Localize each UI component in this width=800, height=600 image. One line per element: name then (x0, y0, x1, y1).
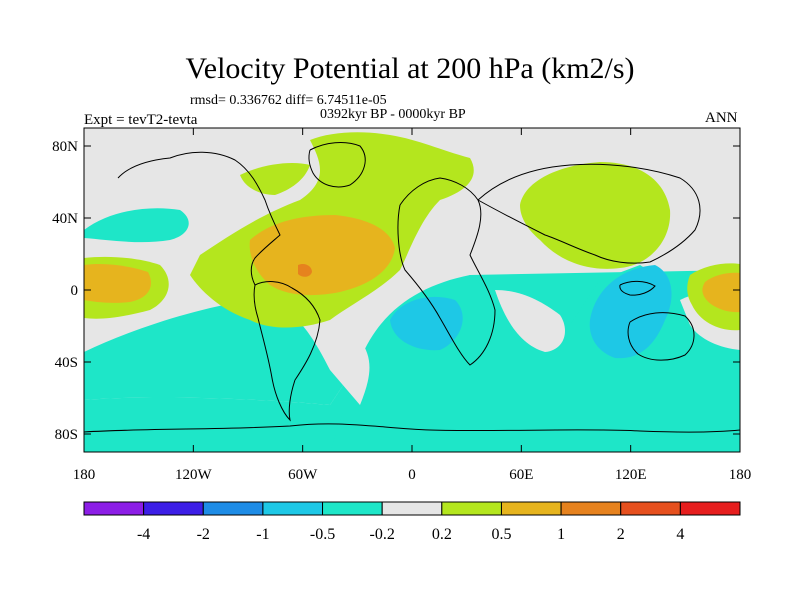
colorbar-swatch (441, 501, 502, 516)
colorbar-label: 0.5 (491, 526, 511, 543)
caribbean-max (298, 263, 312, 277)
colorbar-label: -0.2 (370, 526, 395, 543)
stats-text: rmsd= 0.336762 diff= 6.74511e-05 (190, 93, 387, 108)
colorbar-swatch (83, 501, 145, 516)
colorbar-swatch (202, 501, 264, 516)
lat-tick-label: 40S (55, 355, 78, 371)
colorbar-swatch (381, 501, 443, 516)
lon-tick-label: 0 (408, 467, 416, 483)
lon-tick-label: 60E (509, 467, 533, 483)
period-text: 0392kyr BP - 0000kyr BP (320, 107, 466, 122)
dateline-east-positive-core (702, 272, 740, 313)
lon-tick-label: 180 (73, 467, 96, 483)
north-america-coast (117, 151, 281, 286)
contour-fill-layer (84, 128, 740, 452)
colorbar-label: -1 (256, 526, 269, 543)
experiment-text: Expt = tevT2-tevta (84, 112, 198, 128)
season-text: ANN (705, 110, 738, 126)
colorbar-swatch (620, 501, 681, 516)
colorbar-swatch (143, 501, 204, 516)
asia-positive-region (520, 162, 671, 269)
colorbar-label: 0.2 (432, 526, 452, 543)
antarctica-coast (84, 423, 740, 433)
dateline-west-positive-core (84, 263, 151, 303)
colorbar-swatch (322, 501, 383, 516)
colorbar-swatch (679, 501, 741, 516)
indian-ocean-neutral-gap (495, 290, 565, 352)
coastlines (84, 142, 740, 433)
colorbar-label: -0.5 (310, 526, 335, 543)
axis-ticks: 80N 40N 0 40S 80S 180 120W 60W 0 60E 120E 180 (52, 128, 751, 483)
lon-tick-label: 120W (175, 467, 213, 483)
maritime-continent-coast (619, 280, 656, 296)
south-america-coast (253, 281, 321, 422)
colorbar-label: 1 (557, 526, 565, 543)
map-title: Velocity Potential at 200 hPa (km2/s) (185, 52, 635, 85)
lon-tick-label: 180 (729, 467, 752, 483)
europe-africa-coast (397, 177, 496, 366)
greenland-coast (308, 142, 366, 188)
colorbar-label: -4 (137, 526, 150, 543)
colorbar-swatch (262, 501, 324, 516)
lon-tick-label: 120E (615, 467, 647, 483)
north-pacific-negative-patch (84, 208, 189, 243)
lat-tick-label: 80S (55, 427, 78, 443)
south-atlantic-minimum (390, 296, 463, 351)
north-atlantic-rim (240, 163, 310, 195)
maritime-continent-minimum (589, 265, 672, 359)
lat-tick-label: 80N (52, 139, 78, 155)
colorbar-swatch (560, 501, 622, 516)
australia-coast (627, 312, 695, 361)
asia-coast (477, 163, 701, 264)
lat-tick-label: 0 (71, 283, 79, 299)
colorbar-label: 2 (617, 526, 625, 543)
colorbar-label: 4 (676, 526, 684, 543)
southeast-pacific-neutral-wedge (250, 300, 370, 405)
colorbar-swatch (500, 501, 562, 516)
caribbean-positive-core (249, 215, 395, 296)
lat-tick-label: 40N (52, 211, 78, 227)
colorbar-label: -2 (197, 526, 210, 543)
lon-tick-label: 60W (288, 467, 318, 483)
